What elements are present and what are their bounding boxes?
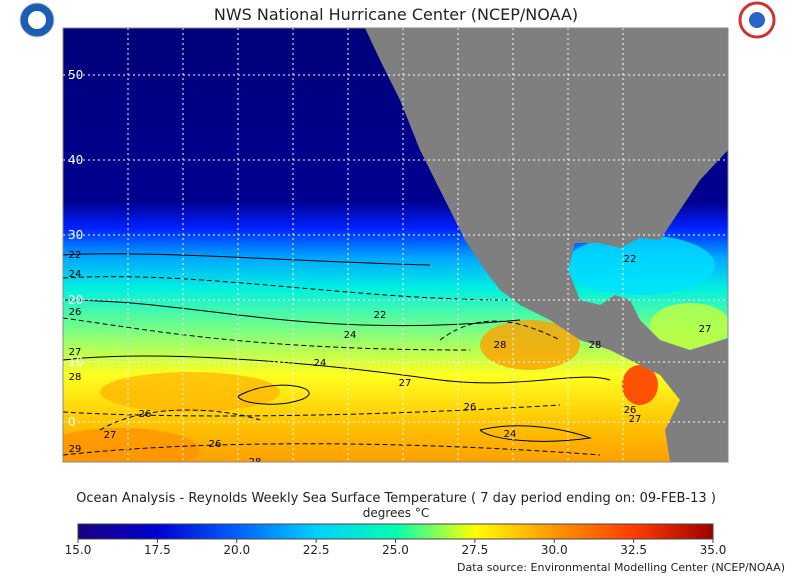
- lon-label: -140: [279, 463, 306, 477]
- contour-label: 24: [69, 269, 82, 280]
- lon-label: -90: [558, 463, 578, 477]
- contour-label: 28: [589, 340, 602, 351]
- lon-label: -150: [224, 463, 251, 477]
- colorbar-tick-label: 15.0: [65, 543, 92, 557]
- contour-label: 24: [314, 358, 327, 369]
- contour-label: 27: [104, 430, 117, 441]
- colorbar-tick-label: 20.0: [223, 543, 250, 557]
- contour-label: 27: [69, 347, 82, 358]
- lat-label: 0: [68, 415, 76, 429]
- lon-label: -110: [444, 463, 471, 477]
- colorbar-tick-label: 22.5: [303, 543, 330, 557]
- contour-label: 22: [69, 250, 82, 261]
- noaa-logo: [19, 2, 55, 38]
- lon-label: -170: [114, 463, 141, 477]
- map-frame: [62, 27, 729, 463]
- lat-label: 50: [68, 68, 83, 82]
- lon-label: -100: [499, 463, 526, 477]
- lon-label: 80: [63, 463, 78, 477]
- contour-label: 26: [209, 439, 222, 450]
- lon-label: -160: [169, 463, 196, 477]
- contour-label: 24: [344, 330, 357, 341]
- colorbar-tick-label: 25.0: [382, 543, 409, 557]
- contour-label: 24: [504, 429, 517, 440]
- colorbar-tick-label: 17.5: [144, 543, 171, 557]
- contour-label: 27: [399, 378, 412, 389]
- contour-label: 26: [139, 409, 152, 420]
- contour-label: 22: [374, 310, 387, 321]
- title: NWS National Hurricane Center (NCEP/NOAA…: [214, 5, 578, 24]
- colorbar-tick-label: 30.0: [541, 543, 568, 557]
- lon-label: -120: [389, 463, 416, 477]
- colorbar-tick-label: 35.0: [700, 543, 727, 557]
- data-source: Data source: Environmental Modelling Cen…: [457, 561, 785, 574]
- lon-label: -80: [613, 463, 633, 477]
- contour-label: 22: [624, 254, 637, 265]
- lat-label: 20: [68, 293, 83, 307]
- nws-logo: [738, 1, 776, 39]
- colorbar-units: degrees °C: [363, 506, 430, 520]
- caption: Ocean Analysis - Reynolds Weekly Sea Sur…: [76, 491, 716, 506]
- map: 50 40 30 20 10 0 80 -170 -160 -150 -140 -130 -120 -11…: [63, 28, 728, 477]
- lat-label: 10: [68, 355, 83, 369]
- contour-label: 29: [69, 444, 82, 455]
- contour-label: 28: [494, 340, 507, 351]
- contour-label: 27: [699, 324, 712, 335]
- contour-label: 26: [624, 405, 637, 416]
- lat-label: 40: [68, 153, 83, 167]
- contour-label: 28: [249, 457, 262, 468]
- colorbar-tick-label: 32.5: [620, 543, 647, 557]
- contour-label: 27: [629, 414, 642, 425]
- contour-label: 26: [464, 402, 477, 413]
- lat-label: 30: [68, 228, 83, 242]
- contour-label: 26: [69, 307, 82, 318]
- lon-label: -130: [334, 463, 361, 477]
- colorbar-tick-label: 27.5: [462, 543, 489, 557]
- colorbar: [77, 523, 714, 540]
- contour-label: 28: [69, 372, 82, 383]
